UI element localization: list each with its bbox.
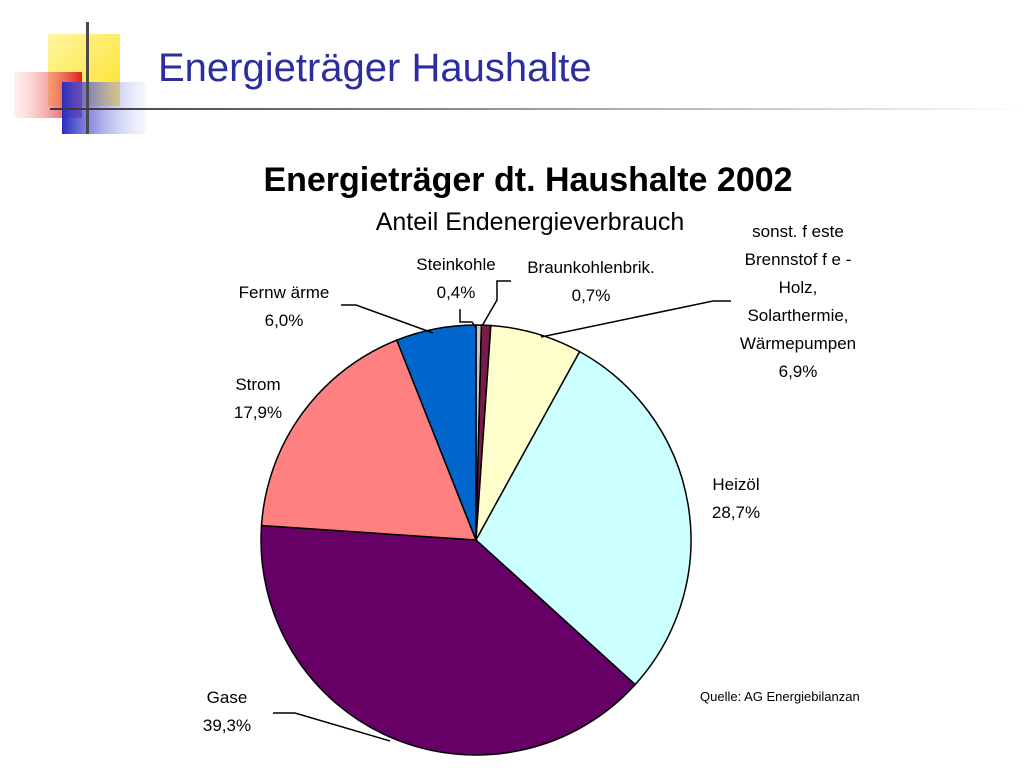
slice-label: sonst. f este Brennstof f e - Holz, Solarth… <box>740 222 856 381</box>
slice-name-label: Braunkohlenbrik. <box>527 258 655 277</box>
slice-name-label: Strom <box>235 375 280 394</box>
leader-line <box>540 300 731 338</box>
slice-name-label: Heizöl <box>712 475 759 494</box>
slice-name-label: Solarthermie, <box>747 306 848 325</box>
slice-name-label: Wärmepumpen <box>740 334 856 353</box>
slide-title: Energieträger Haushalte <box>158 46 592 90</box>
slice-label: Braunkohlenbrik. 0,7% <box>527 258 655 305</box>
slice-label: Steinkohle 0,4% <box>416 255 495 302</box>
leader-line <box>273 712 391 742</box>
corner-decoration <box>14 22 1024 134</box>
slice-label: Heizöl 28,7% <box>712 475 760 522</box>
slice-name-label: Gase <box>207 688 248 707</box>
deco-horizontal-line <box>50 108 1024 110</box>
slice-value-label: 17,9% <box>234 403 282 422</box>
pie-slice-heizöl <box>475 350 692 686</box>
pie-slice-fernwärme <box>395 324 477 541</box>
leader-line <box>481 280 511 327</box>
slice-value-label: 0,4% <box>437 283 476 302</box>
slice-value-label: 0,7% <box>572 286 611 305</box>
chart-title: Energieträger dt. Haushalte 2002 <box>263 161 793 199</box>
slice-name-label: Brennstof f e - <box>745 250 852 269</box>
slice-name-label: Fernw ärme <box>239 283 330 302</box>
chart-subtitle: Anteil Endenergieverbrauch <box>375 208 685 236</box>
slice-label: Fernw ärme 6,0% <box>239 283 330 330</box>
source-note: Quelle: AG Energiebilanzan <box>700 689 860 704</box>
slice-value-label: 39,3% <box>203 716 251 735</box>
slice-name-label: sonst. f este <box>752 222 844 241</box>
deco-vertical-line <box>86 22 89 134</box>
slice-value-label: 6,0% <box>265 311 304 330</box>
leader-line <box>341 304 434 334</box>
slice-value-label: 6,9% <box>779 362 818 381</box>
slice-label: Strom 17,9% <box>234 375 282 422</box>
slice-value-label: 28,7% <box>712 503 760 522</box>
slice-name-label: Holz, <box>779 278 818 297</box>
pie-slice-gase <box>260 524 637 756</box>
pie-slice-strom <box>260 339 478 541</box>
slice-name-label: Steinkohle <box>416 255 495 274</box>
slice-label: Gase 39,3% <box>203 688 251 735</box>
leader-line <box>459 309 477 329</box>
